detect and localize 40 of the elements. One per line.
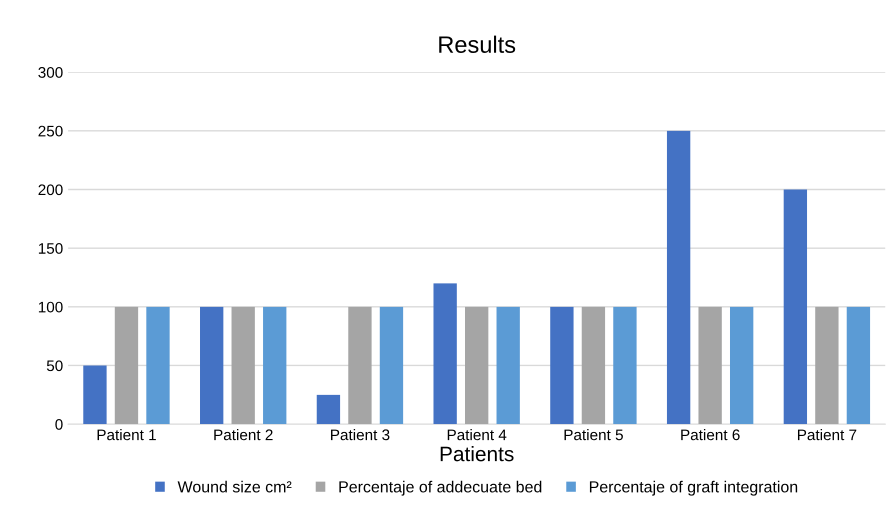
bar xyxy=(784,190,808,424)
y-tick-label: 50 xyxy=(46,360,63,372)
legend-label: Wound size cm² xyxy=(178,480,292,492)
bar xyxy=(232,306,255,424)
y-tick-label: 200 xyxy=(38,184,63,196)
x-tick-label: Patient 6 xyxy=(681,429,740,440)
bar xyxy=(114,306,138,424)
bar xyxy=(550,306,574,424)
x-tick-label: Patient 5 xyxy=(564,429,623,440)
bar xyxy=(433,283,457,424)
bar xyxy=(613,306,637,424)
bar xyxy=(465,306,488,424)
x-tick-label: Patient 1 xyxy=(98,429,156,440)
legend-label: Percentaje of graft integration xyxy=(590,480,798,496)
x-axis-title: Patients xyxy=(440,446,514,462)
x-tick-label: Patient 2 xyxy=(214,429,273,440)
bar xyxy=(666,130,690,424)
bar xyxy=(200,306,224,424)
bar xyxy=(582,306,606,424)
bar xyxy=(698,306,722,424)
y-tick-label: 0 xyxy=(55,419,63,430)
bar xyxy=(846,306,870,424)
bar xyxy=(348,306,372,424)
x-tick-label: Patient 7 xyxy=(798,429,856,440)
bar xyxy=(263,306,286,424)
y-tick-label: 250 xyxy=(38,126,63,137)
legend-label: Percentaje of addecuate bed xyxy=(339,480,542,496)
bar xyxy=(83,365,107,424)
y-tick-label: 150 xyxy=(38,243,63,254)
x-tick-label: Patient 3 xyxy=(331,429,390,440)
y-tick-label: 300 xyxy=(38,67,63,78)
x-tick-label: Patient 4 xyxy=(448,429,506,440)
bar xyxy=(496,306,520,424)
bar xyxy=(146,306,170,424)
bar xyxy=(380,306,404,424)
bar xyxy=(730,306,754,424)
bar xyxy=(316,394,340,424)
y-tick-label: 100 xyxy=(38,302,63,313)
chart-title: Results xyxy=(439,36,516,53)
bar xyxy=(815,306,839,424)
